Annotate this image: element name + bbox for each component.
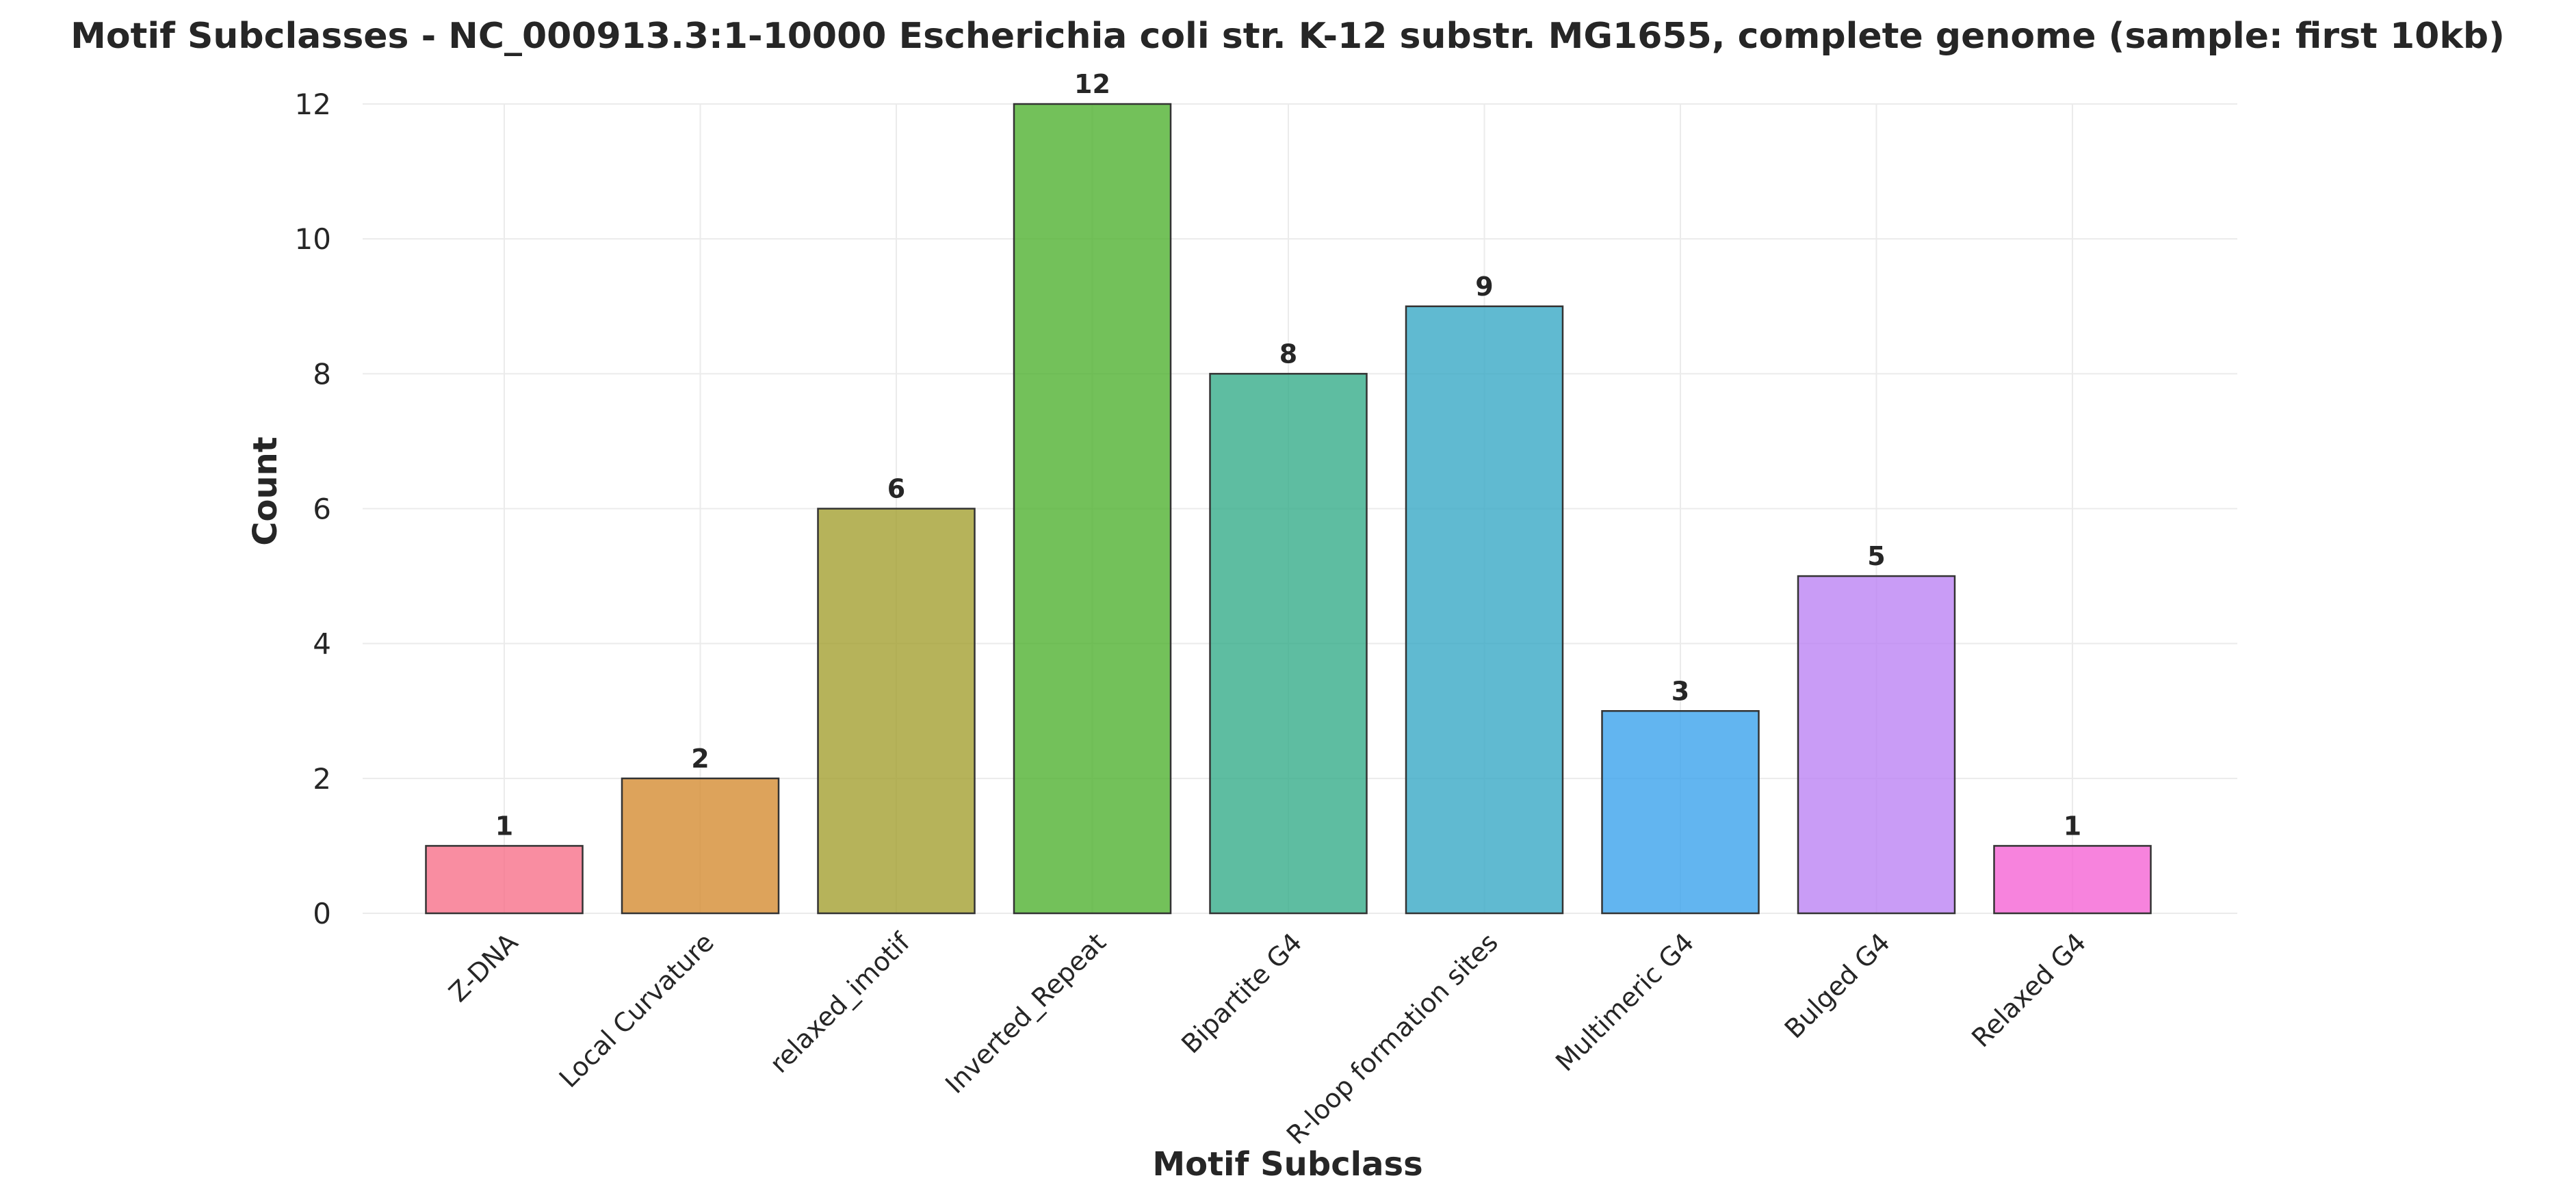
x-tick-label: relaxed_imotif [764, 926, 917, 1079]
data-label: 5 [1867, 541, 1885, 571]
x-tick-label: Z-DNA [443, 927, 523, 1008]
x-tick-label: Bipartite G4 [1175, 927, 1307, 1059]
bar [1601, 710, 1760, 915]
x-tick-label: Multimeric G4 [1550, 927, 1700, 1077]
bars [425, 103, 2152, 915]
data-label: 8 [1279, 339, 1297, 369]
y-tick-label: 2 [313, 762, 331, 796]
y-tick-label: 6 [313, 493, 331, 526]
bar [1209, 373, 1368, 915]
data-label: 1 [495, 811, 513, 841]
y-tick-label: 8 [313, 357, 331, 391]
x-tick-label: Bulged G4 [1779, 927, 1896, 1044]
bar [817, 508, 976, 915]
bar [621, 777, 780, 915]
data-label: 9 [1475, 272, 1493, 302]
x-tick-label: Inverted_Repeat [939, 927, 1112, 1099]
y-tick-label: 12 [295, 88, 331, 121]
bar [1405, 305, 1564, 915]
data-label: 6 [887, 474, 905, 504]
y-axis-label: Count [246, 436, 285, 546]
x-tick-label: Local Curvature [554, 927, 720, 1093]
x-axis-label: Motif Subclass [1152, 1145, 1422, 1184]
data-label: 3 [1671, 676, 1689, 706]
data-label: 12 [1074, 69, 1110, 99]
y-tick-label: 4 [313, 627, 331, 661]
x-axis: Z-DNA Local Curvature relaxed_imotif Invert… [443, 926, 2092, 1150]
x-tick-label: Relaxed G4 [1966, 927, 2092, 1053]
chart-title: Motif Subclasses - NC_000913.3:1-10000 E… [70, 16, 2505, 57]
bar [1013, 103, 1172, 915]
data-label: 2 [691, 744, 709, 774]
data-label: 1 [2064, 811, 2081, 841]
bar [425, 845, 584, 915]
x-tick-label: R-loop formation sites [1281, 927, 1504, 1150]
bar [1993, 845, 2152, 915]
y-tick-label: 10 [295, 222, 331, 256]
y-tick-label: 0 [313, 897, 331, 930]
bar [1797, 575, 1956, 915]
y-axis: 0 2 4 6 8 10 12 [295, 88, 331, 930]
